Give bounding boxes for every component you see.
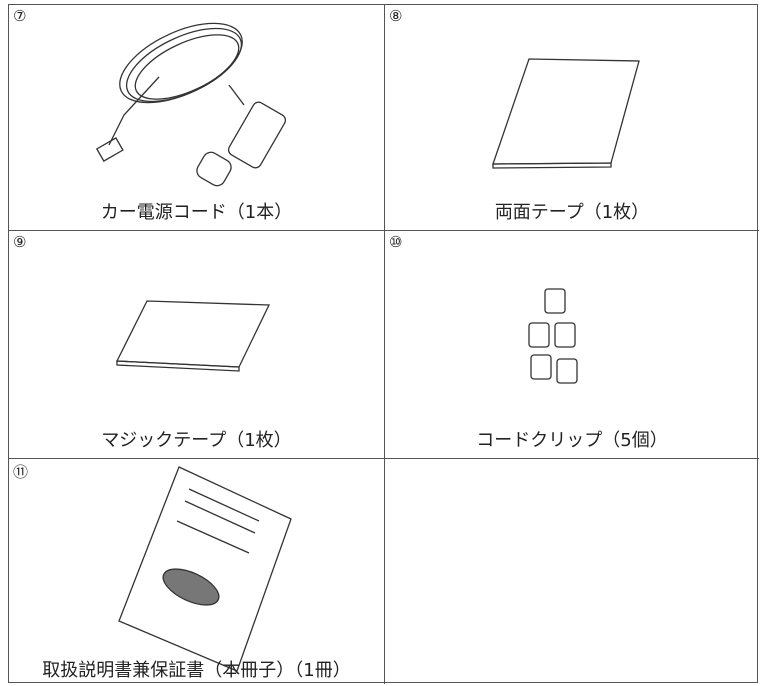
item-cell: ⑪ 取扱説明書兼保証書（本冊子）（1冊） bbox=[9, 459, 385, 684]
item-number: ⑦ bbox=[13, 7, 27, 25]
clip-illustration bbox=[528, 288, 578, 384]
item-cell: ⑧ 両面テープ（1枚） bbox=[385, 5, 759, 231]
tape-illustration bbox=[492, 58, 640, 169]
item-cell: ⑩ コードクリップ（5個） bbox=[385, 231, 759, 459]
item-number: ⑨ bbox=[13, 233, 27, 251]
item-caption: 取扱説明書兼保証書（本冊子）（1冊） bbox=[42, 660, 351, 681]
item-number: ⑪ bbox=[13, 463, 29, 481]
velcro-illustration bbox=[115, 300, 271, 372]
item-caption: 両面テープ（1枚） bbox=[494, 202, 650, 223]
item-caption: マジックテープ（1枚） bbox=[101, 430, 292, 451]
item-number: ⑩ bbox=[389, 233, 403, 251]
item-cell: ⑦ カー電源コード（1本） bbox=[9, 5, 385, 231]
item-caption: カー電源コード（1本） bbox=[100, 202, 293, 223]
cord-illustration bbox=[95, 22, 287, 187]
manual-illustration bbox=[118, 466, 292, 672]
item-caption: コードクリップ（5個） bbox=[476, 430, 668, 451]
item-cell: ⑨ マジックテープ（1枚） bbox=[9, 231, 385, 459]
empty-cell bbox=[385, 459, 759, 684]
item-number: ⑧ bbox=[389, 7, 403, 25]
accessory-table: ⑦ カー電源コード（1本） ⑧ 両面テープ（1枚） ⑨ マジックテープ（1枚） … bbox=[8, 4, 759, 684]
